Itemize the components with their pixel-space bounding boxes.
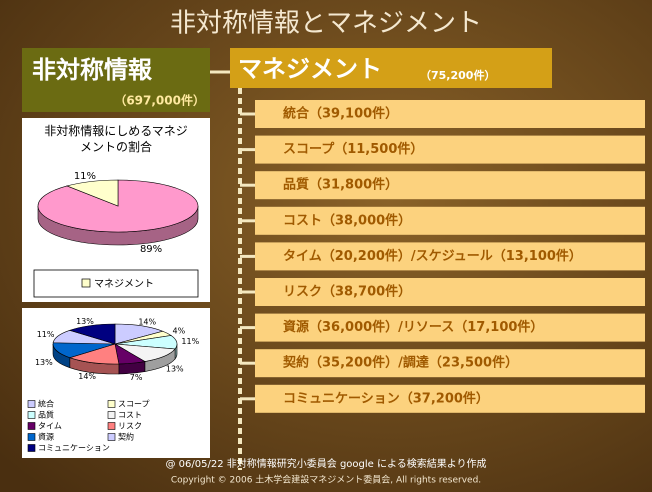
pie-label: 11%	[181, 337, 199, 346]
item-box	[255, 135, 645, 164]
item-label: コミュニケーション（37,200件）	[283, 390, 489, 406]
pie-label: 13%	[35, 358, 53, 367]
pie-label: 4%	[173, 326, 186, 335]
item-box	[255, 206, 645, 235]
legend-swatch	[27, 444, 36, 452]
pie-label: 13%	[166, 364, 184, 373]
legend-label: 品質	[38, 410, 54, 420]
source: @ 06/05/22 非対称情報研究小委員会 google による検索結果より作…	[166, 457, 487, 470]
legend-swatch	[107, 411, 116, 419]
item-box	[255, 171, 645, 200]
item-label: 契約（35,200件）/調達（23,500件）	[282, 355, 518, 371]
pie1-title: 非対称情報にしめるマネジメントの割合	[44, 124, 188, 154]
legend-swatch	[27, 400, 36, 408]
left-count: （697,000件）	[114, 93, 205, 108]
item-box	[255, 313, 645, 342]
item-label: 品質（31,800件）	[283, 177, 398, 193]
pie-label: 13%	[76, 317, 94, 326]
right-header	[230, 48, 552, 88]
pie-slice	[66, 179, 119, 207]
left-title: 非対称情報	[32, 56, 153, 84]
pie-slice	[68, 343, 120, 365]
item-label: コスト（38,000件）	[283, 212, 411, 228]
pie-label: 89%	[140, 244, 162, 255]
legend-label: 資源	[38, 432, 54, 442]
item-label: 資源（36,000件）/リソース（17,100件）	[283, 319, 543, 335]
item-box	[255, 278, 645, 306]
legend-label: コスト	[118, 411, 142, 420]
right-title: マネジメント	[238, 55, 382, 83]
legend-swatch	[107, 433, 116, 441]
legend-swatch	[27, 411, 36, 419]
legend-label: 契約	[118, 432, 134, 442]
legend-label: タイム	[38, 422, 62, 431]
pie1-legend-box	[33, 269, 199, 298]
item-label: タイム（20,200件）/スケジュール（13,100件）	[283, 248, 582, 264]
item-label: リスク（38,700件）	[283, 284, 411, 300]
copyright: Copyright © 2006 土木学会建設マネジメント委員会, All ri…	[171, 474, 481, 486]
pie-slice	[114, 323, 164, 345]
legend-label: マネジメント	[94, 278, 154, 290]
left-box	[22, 48, 210, 112]
item-box	[255, 384, 645, 413]
item-label: スコープ（11,500件）	[283, 141, 423, 157]
right-count: （75,200件）	[420, 68, 495, 82]
pie-slice	[68, 323, 116, 345]
item-box	[255, 100, 645, 128]
legend-label: リスク	[118, 422, 142, 431]
legend-label: コミュニケーション	[38, 444, 110, 453]
legend-swatch	[81, 278, 91, 288]
item-box	[255, 242, 645, 271]
pie-label: 7%	[130, 373, 143, 382]
legend-swatch	[27, 422, 36, 430]
legend-label: スコープ	[118, 400, 150, 409]
item-box	[255, 349, 645, 378]
item-label: 統合（39,100件）	[283, 106, 398, 122]
slide-title: 非対称情報とマネジメント	[170, 9, 482, 39]
legend-swatch	[107, 400, 116, 408]
legend-swatch	[27, 433, 36, 441]
pie-label: 14%	[138, 317, 156, 326]
pie-label: 11%	[74, 171, 96, 182]
legend-label: 統合	[38, 399, 54, 409]
pie-label: 11%	[37, 330, 55, 339]
pie-label: 14%	[78, 372, 96, 381]
legend-swatch	[107, 422, 116, 430]
